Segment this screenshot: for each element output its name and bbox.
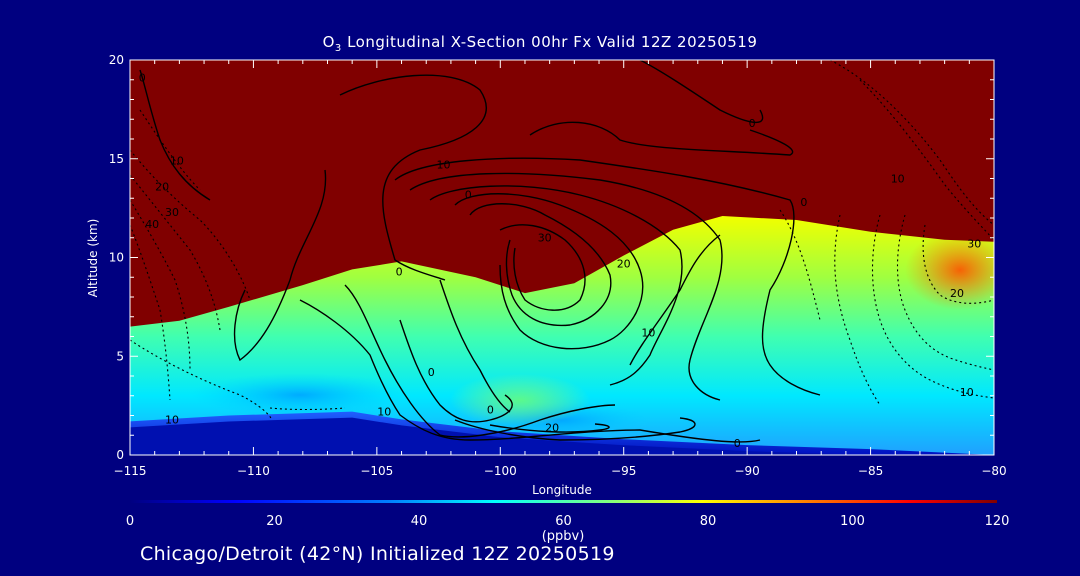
colorbar-tick-label: 0 [126,514,134,529]
x-axis-title: Longitude [532,483,592,497]
contour-line [499,224,586,311]
surface-base [130,417,994,455]
dotted-contour-lines [130,60,994,421]
contour-label: 30 [165,206,179,219]
contour-line [339,74,487,281]
contour-label: 0 [800,196,807,209]
y-tick-label: 15 [109,152,124,166]
colorbar-tick-label: 100 [840,514,865,529]
contour-line [454,417,696,441]
contour-label: 0 [749,117,756,130]
x-tick-label: −100 [484,464,517,478]
contour-label: 10 [377,406,391,419]
contour-label: 10 [641,327,655,340]
dotted-contour [896,214,994,371]
contour-label: 30 [538,232,552,245]
contour-label: 0 [487,404,494,417]
x-tick-label: −110 [237,464,270,478]
contour-label: 0 [465,188,472,201]
contour-label: 10 [960,386,974,399]
x-tick-label: −85 [858,464,883,478]
y-tick-label: 20 [109,53,124,67]
x-tick-label: −80 [981,464,1006,478]
y-tick-label: 5 [116,349,124,363]
y-tick-label: 10 [109,251,124,265]
dotted-contour [779,209,821,321]
contour-label: 20 [950,287,964,300]
contour-line [454,193,644,350]
contour-label: 10 [437,159,451,172]
dotted-contour [139,109,201,191]
contour-line [399,319,513,423]
axes: −115 −110 −105 −100 −95 −90 −85 −80 0 5 10 15 20 [109,53,1007,478]
contour-line [409,172,723,401]
contour-label: 20 [155,180,169,193]
contour-line [639,60,764,124]
contour-label: 10 [165,413,179,426]
contour-label: 10 [891,172,905,185]
dotted-contour [269,407,346,411]
contour-line [299,299,761,443]
contour-line [629,234,721,366]
contour-label: 20 [617,257,631,270]
colorbar-tick-label: 80 [700,514,717,529]
stratosphere-fill [130,60,994,327]
contour-label: 30 [967,238,981,251]
contour-label: 20 [545,421,559,434]
colorbar-tick-label: 60 [555,514,572,529]
footer-caption: Chicago/Detroit (42°N) Initialized 12Z 2… [140,543,615,565]
contour-line [529,121,794,156]
dotted-contour [130,174,221,331]
page-title: O3 Longitudinal X-Section 00hr Fx Valid … [322,33,758,54]
contour-line [489,423,610,433]
colorbar-tick-label: 40 [411,514,428,529]
contour-line [344,284,616,438]
colorbar-labels: 0 20 40 60 80 100 120 [126,514,1010,529]
contour-line [469,203,612,327]
contour-line [233,169,327,362]
contour-label: 0 [139,72,146,85]
y-tick-label: 0 [116,448,124,462]
dotted-contour [872,214,994,399]
contour-label: 0 [396,265,403,278]
contour-label: 10 [170,155,184,168]
ozone-hotspot-east [905,230,994,310]
colorbar-tick-label: 120 [985,514,1010,529]
dotted-contour [130,224,171,401]
ozone-low-region [190,373,410,417]
dotted-contour [130,149,251,301]
x-tick-label: −90 [734,464,759,478]
contour-line [394,157,821,396]
contour-label: 0 [734,437,741,450]
x-tick-label: −95 [611,464,636,478]
dotted-contour [130,199,191,371]
x-tick-label: −105 [360,464,393,478]
colorbar-tick-label: 20 [266,514,283,529]
x-tick-label: −115 [114,464,147,478]
ozone-green-region [450,374,590,426]
dotted-contour [922,224,994,304]
contour-line [439,279,511,413]
y-axis-title: Altitude (km) [86,219,100,298]
contour-line [429,185,683,386]
colorbar-unit: (ppbv) [542,529,585,544]
contour-lines [139,60,821,443]
contour-label: 40 [145,218,159,231]
colorbar [130,500,997,503]
contour-label: 0 [428,366,435,379]
dotted-contour [834,214,881,406]
